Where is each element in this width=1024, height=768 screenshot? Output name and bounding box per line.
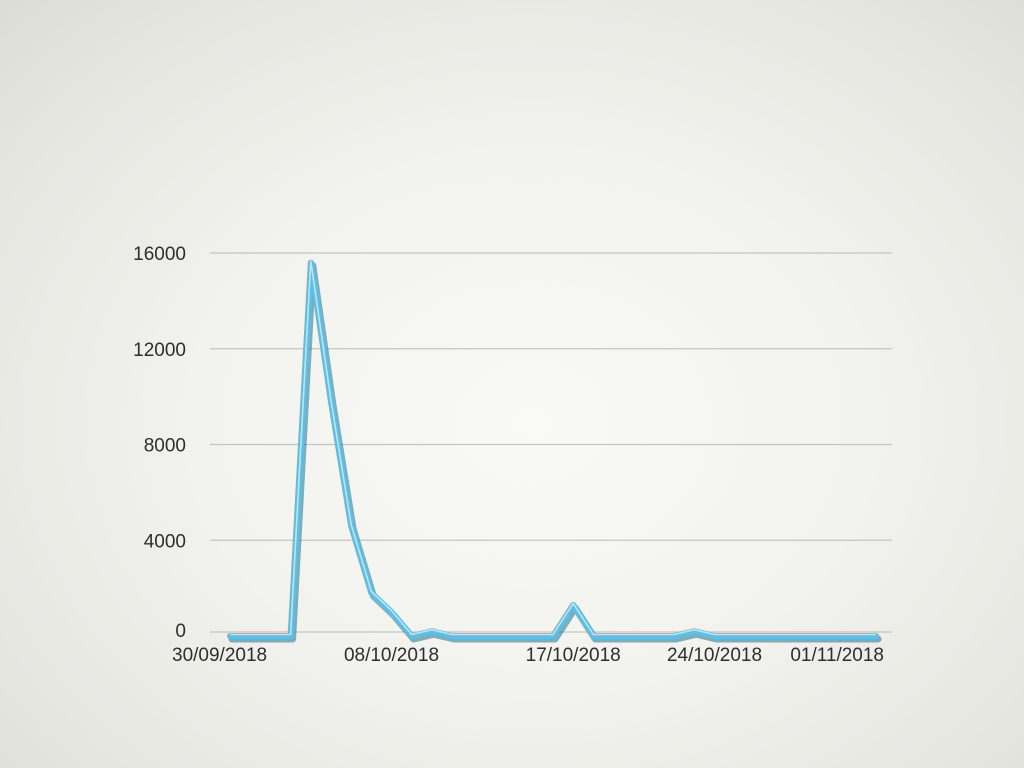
x-tick-label: 01/11/2018	[790, 645, 884, 666]
series-line-shadow	[228, 262, 882, 643]
y-tick-label: 16000	[133, 244, 186, 265]
x-axis-ticks: 30/09/2018 08/10/2018 17/10/2018 24/10/2018…	[172, 645, 884, 666]
y-tick-label: 4000	[144, 531, 186, 552]
y-tick-label: 0	[175, 621, 186, 642]
series-line	[227, 259, 879, 639]
y-tick-label: 8000	[144, 436, 186, 457]
x-tick-label: 08/10/2018	[344, 645, 439, 666]
x-tick-label: 30/09/2018	[172, 645, 267, 666]
y-axis-ticks: 0 4000 8000 12000 16000	[133, 244, 186, 642]
series-line-highlight	[230, 260, 876, 636]
x-tick-label: 17/10/2018	[526, 645, 621, 666]
x-tick-label: 24/10/2018	[667, 645, 762, 666]
series-layer	[227, 259, 882, 643]
y-tick-label: 12000	[133, 340, 186, 361]
